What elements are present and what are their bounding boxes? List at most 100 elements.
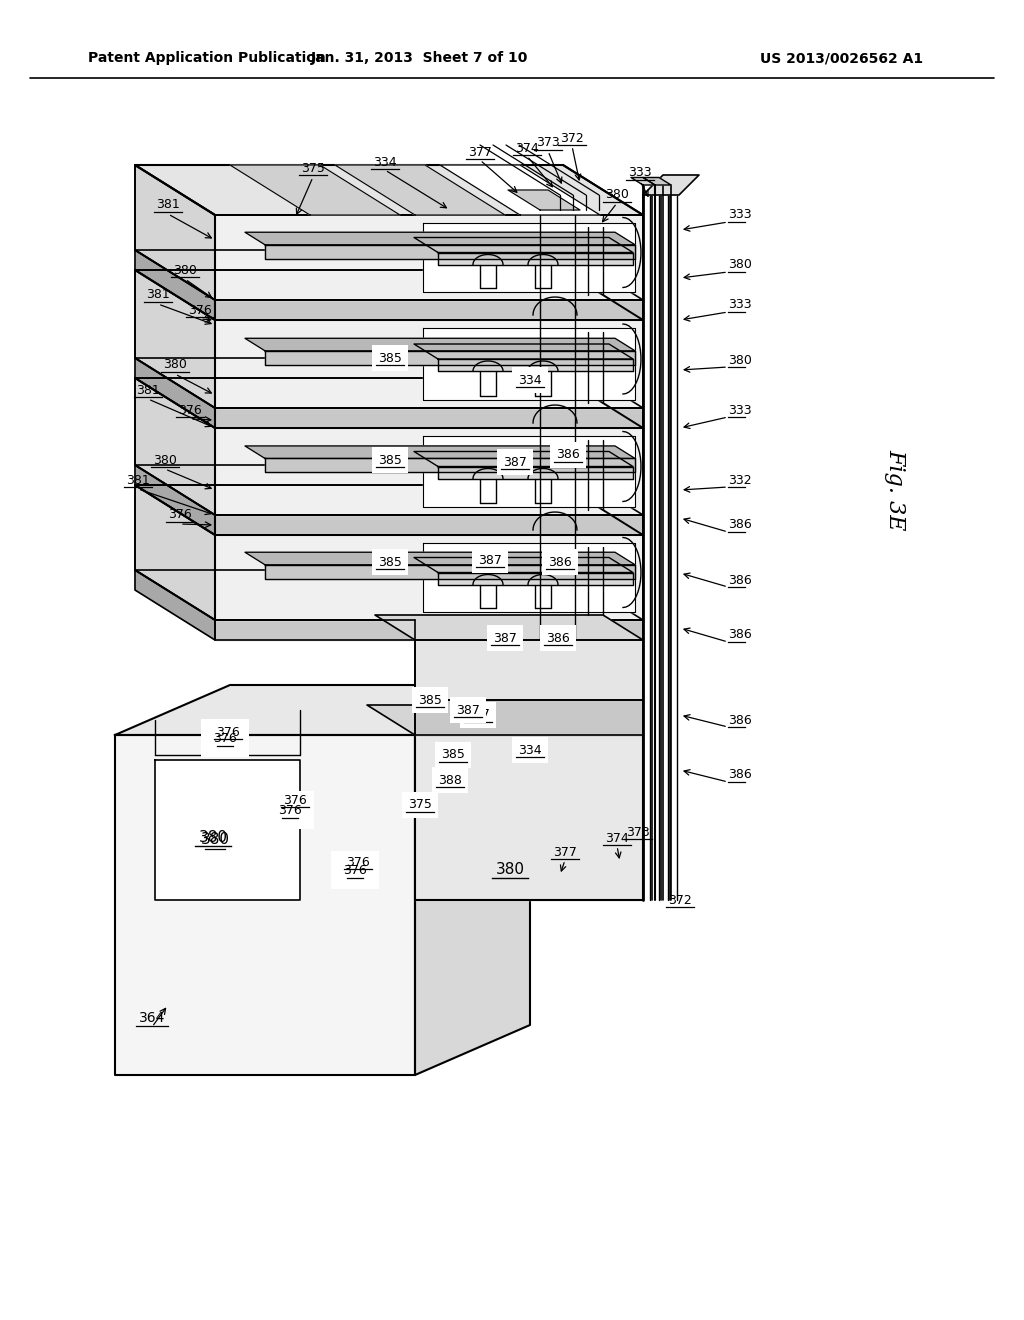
Text: 373: 373 bbox=[537, 136, 560, 149]
Polygon shape bbox=[643, 176, 699, 195]
Polygon shape bbox=[438, 359, 633, 371]
Text: 333: 333 bbox=[728, 298, 752, 312]
Text: 386: 386 bbox=[548, 556, 571, 569]
Polygon shape bbox=[155, 760, 300, 900]
Polygon shape bbox=[415, 640, 643, 700]
Polygon shape bbox=[215, 620, 643, 640]
Polygon shape bbox=[115, 685, 530, 735]
Polygon shape bbox=[265, 244, 635, 259]
Polygon shape bbox=[423, 223, 635, 292]
Text: 380: 380 bbox=[173, 264, 197, 276]
Polygon shape bbox=[135, 570, 643, 620]
Text: 387: 387 bbox=[503, 455, 527, 469]
Polygon shape bbox=[245, 446, 635, 458]
Polygon shape bbox=[215, 215, 643, 300]
Text: Jan. 31, 2013  Sheet 7 of 10: Jan. 31, 2013 Sheet 7 of 10 bbox=[311, 51, 528, 65]
Text: 375: 375 bbox=[301, 161, 325, 174]
Text: 386: 386 bbox=[728, 573, 752, 586]
Text: 376: 376 bbox=[343, 863, 367, 876]
Polygon shape bbox=[375, 615, 643, 640]
Text: 380: 380 bbox=[163, 359, 187, 371]
Polygon shape bbox=[631, 177, 655, 185]
Text: 372: 372 bbox=[560, 132, 584, 144]
Polygon shape bbox=[414, 345, 633, 359]
Polygon shape bbox=[135, 465, 643, 515]
Text: 380: 380 bbox=[201, 833, 229, 847]
Text: 332: 332 bbox=[728, 474, 752, 487]
Text: 381: 381 bbox=[156, 198, 180, 211]
Polygon shape bbox=[438, 252, 633, 264]
Polygon shape bbox=[115, 735, 415, 1074]
Text: 376: 376 bbox=[346, 855, 370, 869]
Polygon shape bbox=[230, 165, 400, 215]
Polygon shape bbox=[423, 327, 635, 400]
Text: 388: 388 bbox=[438, 774, 462, 787]
Polygon shape bbox=[135, 358, 643, 408]
Text: 381: 381 bbox=[136, 384, 160, 396]
Polygon shape bbox=[367, 705, 643, 735]
Polygon shape bbox=[423, 543, 635, 612]
Polygon shape bbox=[415, 700, 643, 735]
Polygon shape bbox=[245, 338, 635, 351]
Polygon shape bbox=[508, 190, 580, 210]
Text: 375: 375 bbox=[408, 799, 432, 812]
Text: Fig. 3E: Fig. 3E bbox=[884, 449, 906, 531]
Text: 376: 376 bbox=[188, 304, 212, 317]
Polygon shape bbox=[135, 165, 643, 215]
Text: 386: 386 bbox=[546, 631, 570, 644]
Text: 376: 376 bbox=[283, 793, 307, 807]
Polygon shape bbox=[438, 466, 633, 479]
Text: 334: 334 bbox=[518, 374, 542, 387]
Text: US 2013/0026562 A1: US 2013/0026562 A1 bbox=[760, 51, 923, 65]
Text: 377: 377 bbox=[468, 145, 492, 158]
Text: 386: 386 bbox=[728, 768, 752, 781]
Text: 381: 381 bbox=[146, 289, 170, 301]
Text: 386: 386 bbox=[728, 628, 752, 642]
Polygon shape bbox=[414, 238, 633, 252]
Text: 380: 380 bbox=[153, 454, 177, 466]
Text: 385: 385 bbox=[441, 748, 465, 762]
Text: 376: 376 bbox=[279, 804, 302, 817]
Polygon shape bbox=[415, 685, 530, 1074]
Polygon shape bbox=[245, 552, 635, 565]
Polygon shape bbox=[265, 458, 635, 473]
Polygon shape bbox=[643, 177, 671, 185]
Text: 377: 377 bbox=[553, 846, 577, 858]
Polygon shape bbox=[215, 428, 643, 515]
Text: 364: 364 bbox=[139, 1011, 165, 1026]
Text: 376: 376 bbox=[178, 404, 202, 417]
Polygon shape bbox=[423, 436, 635, 507]
Polygon shape bbox=[438, 573, 633, 585]
Polygon shape bbox=[215, 319, 643, 408]
Polygon shape bbox=[215, 300, 643, 319]
Polygon shape bbox=[135, 465, 215, 535]
Text: 386: 386 bbox=[728, 519, 752, 532]
Text: 333: 333 bbox=[628, 166, 652, 180]
Text: 387: 387 bbox=[494, 631, 517, 644]
Text: 374: 374 bbox=[515, 141, 539, 154]
Text: 385: 385 bbox=[418, 693, 442, 706]
Polygon shape bbox=[135, 271, 643, 319]
Text: 380: 380 bbox=[199, 830, 227, 846]
Text: 380: 380 bbox=[496, 862, 524, 878]
Polygon shape bbox=[215, 535, 643, 620]
Text: 387: 387 bbox=[478, 553, 502, 566]
Text: 373: 373 bbox=[626, 825, 650, 838]
Polygon shape bbox=[135, 484, 215, 620]
Text: 380: 380 bbox=[728, 259, 752, 272]
Polygon shape bbox=[335, 165, 505, 215]
Text: 387: 387 bbox=[456, 704, 480, 717]
Polygon shape bbox=[135, 378, 643, 428]
Text: 376: 376 bbox=[168, 508, 191, 521]
Text: 334: 334 bbox=[373, 156, 397, 169]
Text: 374: 374 bbox=[605, 832, 629, 845]
Polygon shape bbox=[135, 570, 215, 640]
Polygon shape bbox=[215, 515, 643, 535]
Polygon shape bbox=[414, 557, 633, 573]
Polygon shape bbox=[215, 408, 643, 428]
Text: 386: 386 bbox=[556, 449, 580, 462]
Polygon shape bbox=[135, 358, 215, 428]
Polygon shape bbox=[135, 249, 215, 319]
Text: 376: 376 bbox=[213, 731, 237, 744]
Text: 385: 385 bbox=[378, 351, 402, 364]
